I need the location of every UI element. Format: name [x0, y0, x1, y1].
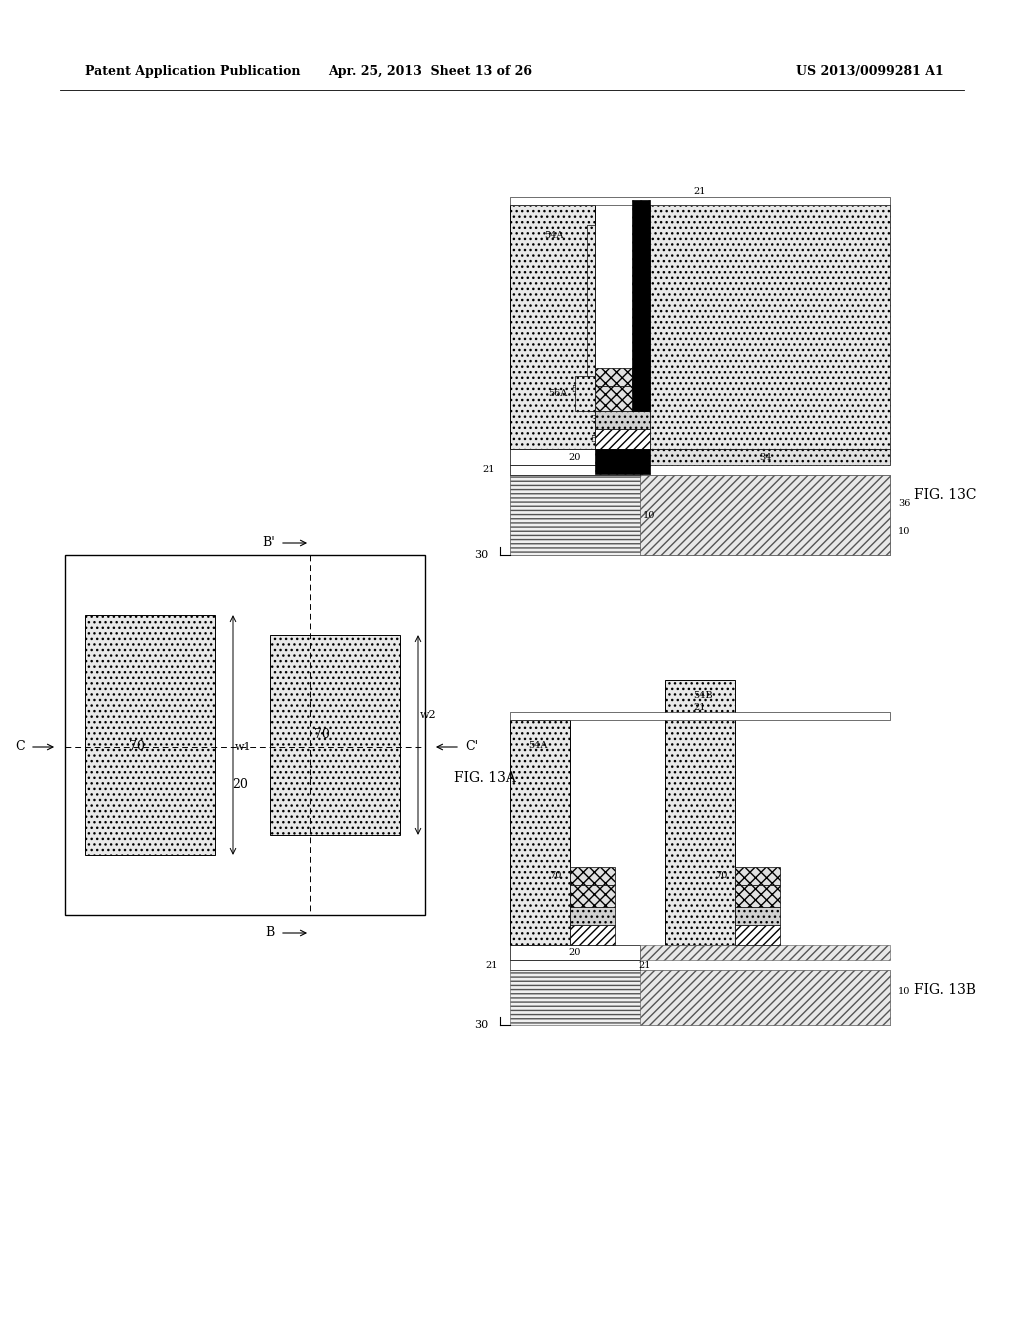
Text: 34: 34: [759, 453, 771, 462]
Text: 20: 20: [568, 453, 582, 462]
Bar: [735, 884, 780, 907]
Bar: [640, 970, 890, 1026]
Text: FIG. 13B: FIG. 13B: [914, 983, 976, 997]
Text: 70: 70: [550, 871, 562, 880]
Text: 64A: 64A: [607, 457, 627, 466]
Bar: [510, 970, 890, 1026]
Text: w2: w2: [420, 710, 436, 719]
Text: 52A: 52A: [590, 393, 609, 403]
Bar: [570, 907, 615, 925]
Bar: [510, 205, 595, 449]
Text: 21: 21: [693, 704, 707, 713]
Bar: [595, 411, 650, 429]
Text: 21: 21: [485, 961, 498, 969]
Bar: [65, 554, 425, 915]
Text: B': B': [262, 536, 275, 549]
Bar: [640, 945, 890, 960]
Text: 30: 30: [474, 550, 488, 560]
Text: B: B: [266, 927, 275, 940]
Text: 20: 20: [568, 948, 582, 957]
Bar: [570, 884, 615, 907]
Bar: [510, 465, 640, 475]
Text: 70: 70: [129, 741, 145, 754]
Text: 50B: 50B: [748, 931, 767, 940]
Bar: [735, 907, 780, 925]
Text: 21: 21: [639, 961, 651, 969]
Bar: [595, 385, 650, 411]
Bar: [735, 925, 780, 945]
Text: Apr. 25, 2013  Sheet 13 of 26: Apr. 25, 2013 Sheet 13 of 26: [328, 66, 532, 78]
Text: FIG. 13A: FIG. 13A: [454, 771, 516, 785]
Bar: [570, 925, 615, 945]
Bar: [640, 475, 890, 554]
Text: 20: 20: [232, 779, 248, 792]
Text: 70: 70: [314, 729, 330, 742]
Text: 21: 21: [693, 187, 707, 197]
Text: 66A: 66A: [632, 280, 650, 289]
Text: 10: 10: [643, 511, 655, 520]
Bar: [595, 429, 650, 449]
Bar: [665, 680, 735, 945]
Bar: [510, 475, 890, 554]
Bar: [510, 960, 640, 970]
Text: 54A: 54A: [528, 741, 548, 750]
Bar: [510, 711, 890, 719]
Bar: [85, 615, 215, 855]
Text: C': C': [465, 741, 478, 754]
Bar: [510, 197, 890, 205]
Text: 56A: 56A: [548, 389, 567, 399]
Bar: [595, 449, 650, 474]
Text: 32A: 32A: [583, 912, 602, 920]
Bar: [575, 376, 595, 411]
Text: 50A: 50A: [591, 434, 609, 444]
Text: Patent Application Publication: Patent Application Publication: [85, 66, 300, 78]
Text: w1: w1: [234, 742, 251, 752]
Text: US 2013/0099281 A1: US 2013/0099281 A1: [796, 66, 944, 78]
Bar: [632, 201, 650, 411]
Text: 36: 36: [898, 499, 910, 507]
Text: 70: 70: [715, 871, 727, 880]
Text: 10: 10: [898, 987, 910, 997]
Text: 70: 70: [594, 372, 606, 381]
Bar: [510, 945, 640, 960]
Text: 21: 21: [482, 466, 495, 474]
Text: FIG. 13C: FIG. 13C: [913, 488, 976, 502]
Text: 50A: 50A: [583, 931, 602, 940]
Bar: [595, 368, 632, 385]
Text: 54B: 54B: [693, 690, 713, 700]
Bar: [570, 867, 615, 884]
Bar: [270, 635, 400, 836]
Text: 52A: 52A: [583, 891, 602, 900]
Bar: [735, 867, 780, 884]
Bar: [510, 449, 640, 465]
Bar: [640, 449, 890, 465]
Bar: [510, 719, 570, 945]
Text: 32B: 32B: [748, 912, 767, 920]
Bar: [587, 224, 595, 411]
Text: 30: 30: [474, 1020, 488, 1030]
Bar: [650, 205, 890, 449]
Text: 52B: 52B: [748, 891, 767, 900]
Text: 58A: 58A: [570, 385, 590, 395]
Text: C: C: [15, 741, 25, 754]
Text: 54A: 54A: [544, 231, 563, 239]
Text: 10: 10: [898, 527, 910, 536]
Text: 32A: 32A: [590, 416, 609, 425]
